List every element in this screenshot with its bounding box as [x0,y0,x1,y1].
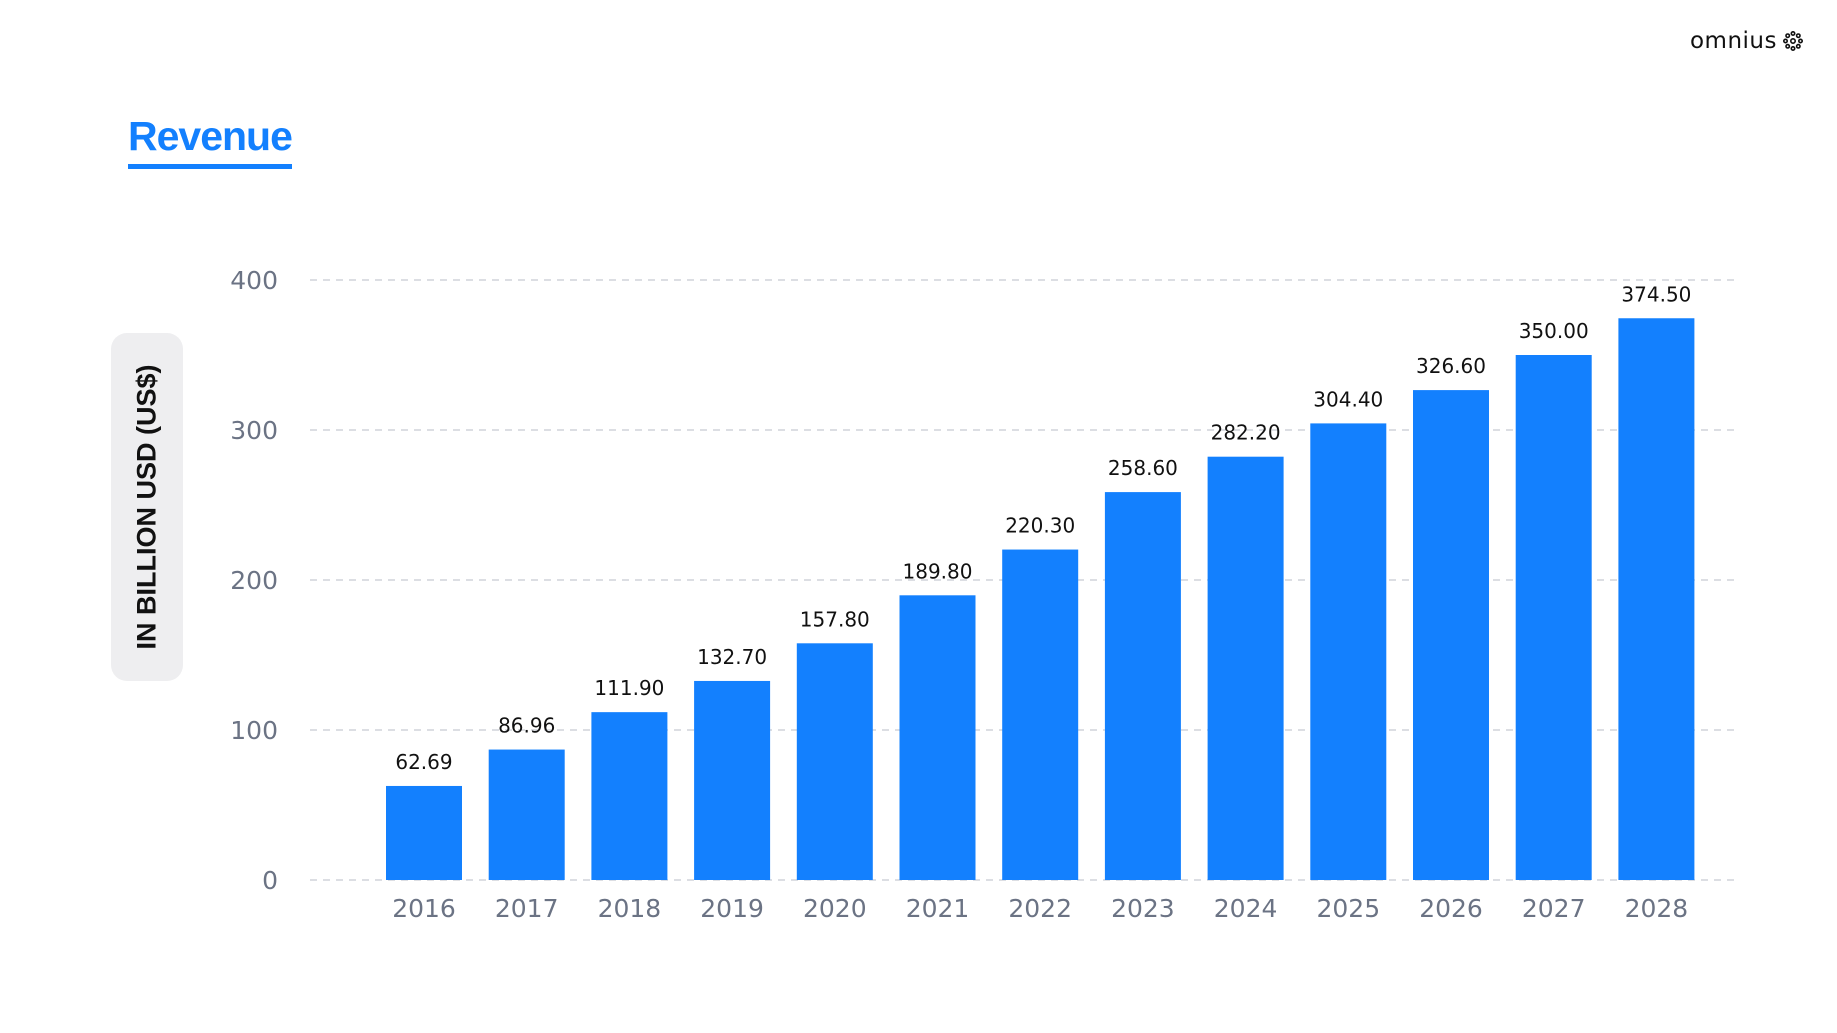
x-tick-label: 2022 [1008,894,1072,923]
bar-2016 [386,785,462,880]
data-label: 258.60 [1108,456,1178,480]
y-tick-label: 400 [230,266,278,295]
asterisk-flower-icon [1782,30,1803,51]
data-label: 350.00 [1519,319,1589,343]
y-axis-label-pill [111,333,183,681]
data-label: 132.70 [697,645,767,669]
bar-2028 [1618,318,1695,880]
bar-layer [386,318,1695,880]
bar-2023 [1104,492,1181,880]
bar-2019 [694,680,771,880]
chart-title: Revenue [128,113,293,159]
data-label: 86.96 [498,714,555,738]
brand-name: omnius [1689,28,1777,54]
bar-2021 [899,595,976,880]
x-tick-label: 2024 [1214,894,1278,923]
y-tick-label: 100 [230,716,278,745]
bar-2022 [1002,549,1079,880]
x-tick-label: 2025 [1316,894,1380,923]
title-underline [128,164,292,169]
x-tick-label: 2027 [1522,894,1586,923]
label-layer: 62.69 2016 86.96 2017 111.90 2018 132.70 2019 15… [392,282,1691,923]
bar-2027 [1515,355,1592,880]
x-tick-label: 2028 [1625,894,1689,923]
y-tick-label: 300 [230,416,278,445]
x-tick-label: 2016 [392,894,456,923]
data-label: 326.60 [1416,354,1486,378]
data-label: 62.69 [395,750,452,774]
y-tick-label: 0 [262,866,278,895]
bar-2026 [1413,390,1489,880]
data-label: 282.20 [1211,421,1281,445]
x-tick-label: 2018 [598,894,662,923]
bar-2017 [488,749,565,880]
y-tick-label: 200 [230,566,278,595]
data-label: 304.40 [1313,387,1383,411]
x-tick-label: 2020 [803,894,867,923]
data-label: 374.50 [1621,282,1691,306]
data-label: 157.80 [800,607,870,631]
chart-title-block: Revenue [128,108,293,169]
x-tick-label: 2021 [906,894,970,923]
brand-logo: omnius [1690,28,1805,54]
data-label: 111.90 [594,676,664,700]
bar-2018 [591,712,668,880]
x-tick-label: 2019 [700,894,764,923]
bar-2025 [1310,423,1387,880]
x-tick-label: 2017 [495,894,559,923]
x-tick-label: 2026 [1419,894,1483,923]
data-label: 220.30 [1005,514,1075,538]
bar-2020 [796,643,873,880]
data-label: 189.80 [903,559,973,583]
bar-2024 [1207,456,1284,880]
x-tick-label: 2023 [1111,894,1175,923]
